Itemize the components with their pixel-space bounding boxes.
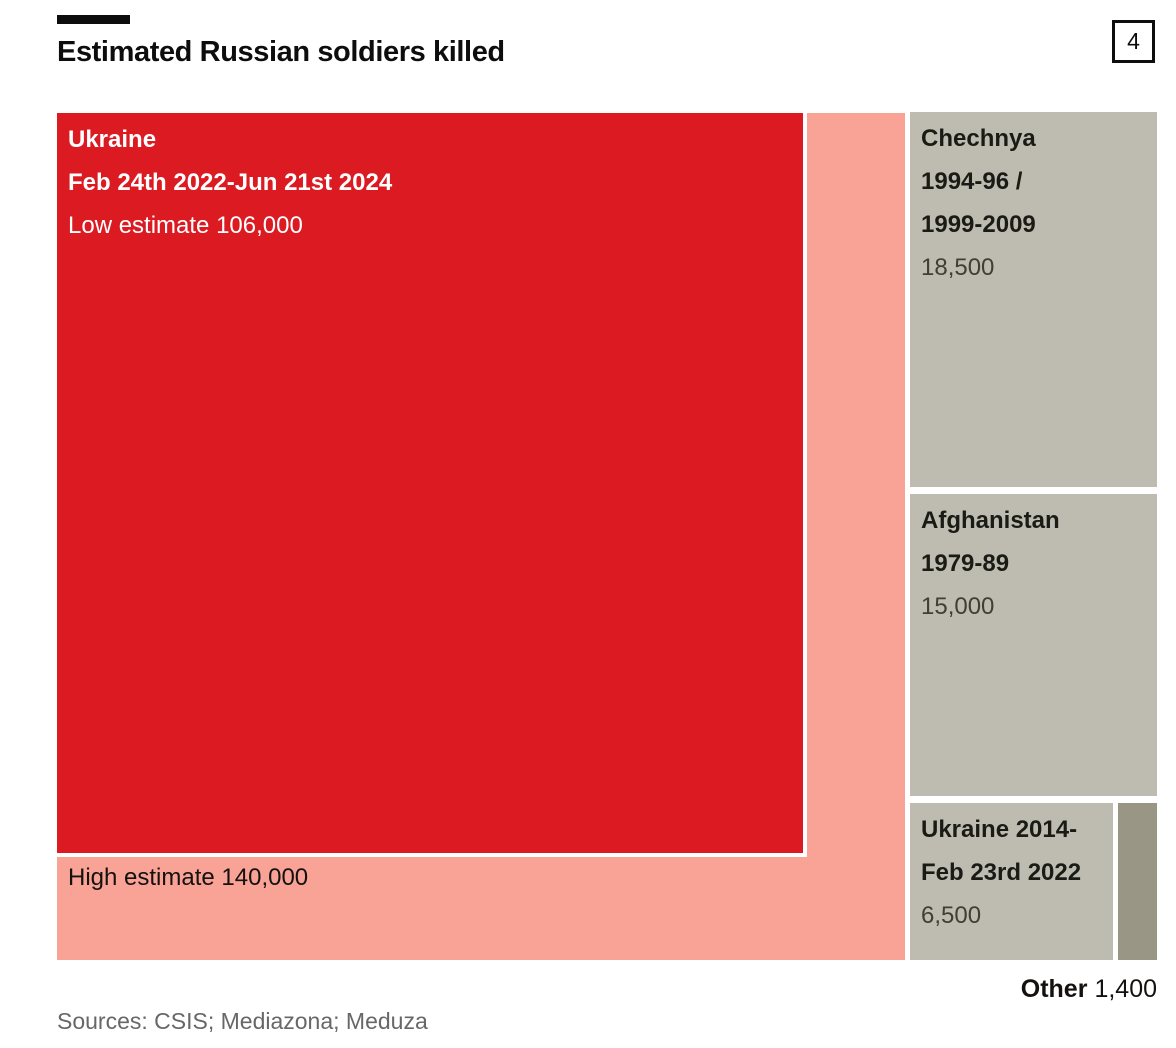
figure-number: 4 (1127, 28, 1140, 54)
ukraine-2014-block: Ukraine 2014- Feb 23rd 2022 6,500 (910, 803, 1113, 960)
page-title: Estimated Russian soldiers killed (57, 36, 505, 68)
figure-number-box: 4 (1112, 20, 1155, 63)
economist-tag-bar (57, 15, 130, 24)
ukraine-high-estimate-block: Ukraine Feb 24th 2022-Jun 21st 2024 Low … (57, 113, 905, 960)
afghanistan-block-name: Afghanistan (921, 507, 1060, 534)
other-label: Other 1,400 (1021, 968, 1157, 1011)
chechnya-block-name: Chechnya (921, 125, 1036, 152)
other-label-value: 1,400 (1094, 975, 1157, 1003)
ukraine-2014-block-name-2: Feb 23rd 2022 (921, 859, 1082, 886)
chechnya-block-period-1: 1994-96 / (921, 168, 1023, 195)
ukraine-low-estimate-label: Low estimate 106,000 (68, 212, 303, 239)
ukraine-high-estimate-label: High estimate 140,000 (68, 864, 309, 891)
ukraine-block-period: Feb 24th 2022-Jun 21st 2024 (68, 169, 393, 196)
chechnya-block: Chechnya 1994-96 / 1999-2009 18,500 (910, 112, 1157, 487)
sources-note: Sources: CSIS; Mediazona; Meduza (57, 1008, 428, 1034)
chechnya-block-period-2: 1999-2009 (921, 211, 1036, 238)
afghanistan-block: Afghanistan 1979-89 15,000 (910, 494, 1157, 796)
chechnya-block-value: 18,500 (921, 254, 995, 281)
other-label-name: Other (1020, 975, 1088, 1003)
ukraine-block-name: Ukraine (68, 126, 157, 153)
ukraine-low-estimate-block: Ukraine Feb 24th 2022-Jun 21st 2024 Low … (57, 113, 807, 857)
afghanistan-block-period: 1979-89 (921, 550, 1010, 577)
ukraine-2014-block-name-1: Ukraine 2014- (921, 816, 1078, 843)
other-block (1118, 803, 1157, 960)
afghanistan-block-value: 15,000 (921, 593, 995, 620)
ukraine-2014-block-value: 6,500 (921, 902, 982, 929)
